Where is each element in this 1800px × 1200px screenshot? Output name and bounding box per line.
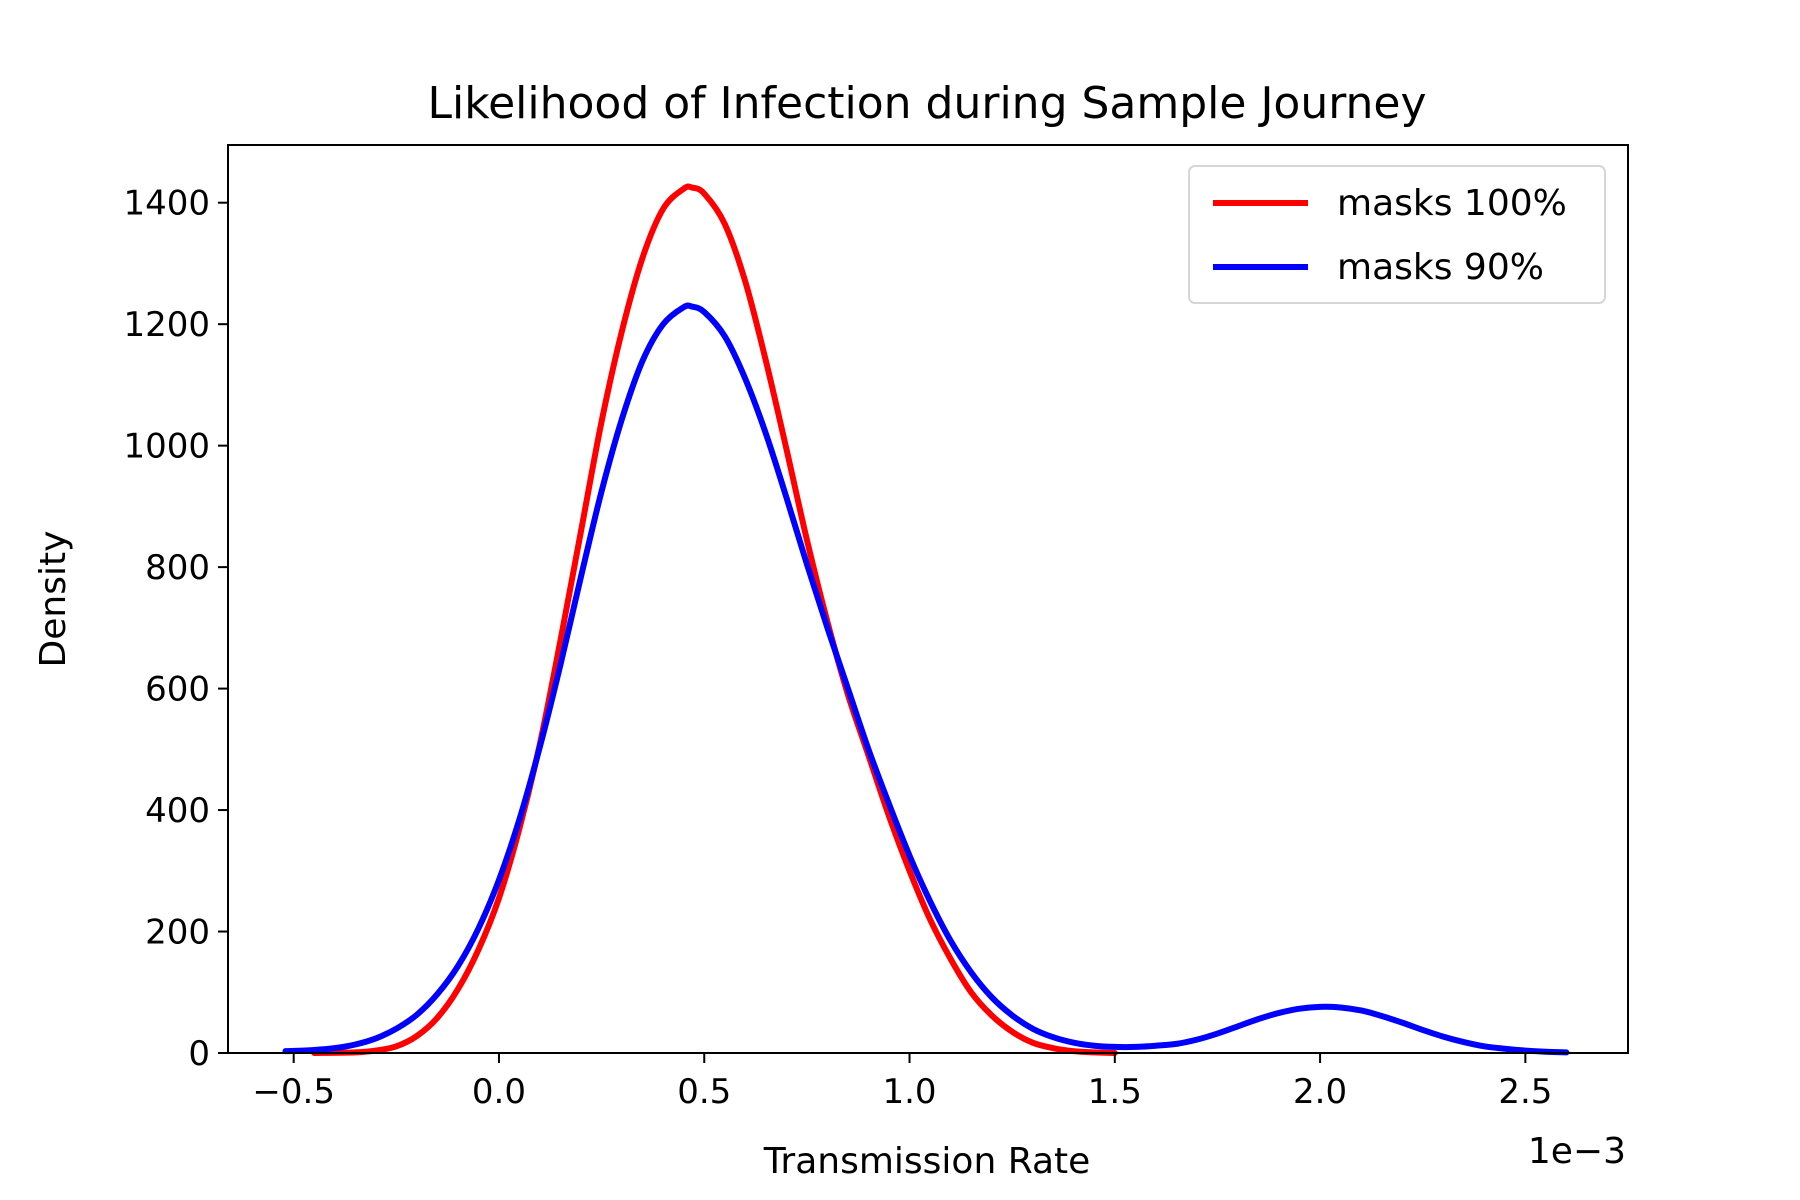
x-tick-label: 0.0: [472, 1072, 526, 1112]
legend: masks 100% masks 90%: [1188, 165, 1606, 304]
y-tick-label: 400: [145, 791, 210, 831]
y-tick-label: 1400: [123, 184, 210, 224]
x-axis-label: Transmission Rate: [763, 1141, 1091, 1182]
x-axis-offset-label: 1e−3: [1528, 1131, 1626, 1172]
legend-entries: masks 100% masks 90%: [1213, 183, 1567, 288]
x-tick-label: 2.0: [1293, 1072, 1347, 1112]
legend-label: masks 90%: [1337, 247, 1544, 288]
series-line-0: [311, 183, 1118, 1056]
y-axis-ticks: 0 200 400 600 800 1000 1200 1400: [123, 184, 228, 1074]
series-layer: [282, 183, 1570, 1056]
x-tick-label: 1.5: [1088, 1072, 1142, 1112]
y-tick-label: 600: [145, 670, 210, 710]
y-axis-label: Density: [33, 531, 74, 668]
y-tick-label: 1200: [123, 305, 210, 345]
series-line-1: [282, 302, 1570, 1056]
y-tick-label: 800: [145, 548, 210, 588]
chart-title: Likelihood of Infection during Sample Jo…: [427, 78, 1426, 129]
legend-label: masks 100%: [1337, 183, 1567, 224]
y-tick-label: 0: [188, 1034, 210, 1074]
y-tick-label: 1000: [123, 427, 210, 467]
y-tick-label: 200: [145, 913, 210, 953]
x-axis-ticks: −0.5 0.0 0.5 1.0 1.5 2.0 2.5: [252, 1053, 1552, 1112]
x-tick-label: 0.5: [677, 1072, 731, 1112]
x-tick-label: 2.5: [1498, 1072, 1552, 1112]
x-tick-label: −0.5: [252, 1072, 335, 1112]
x-tick-label: 1.0: [882, 1072, 936, 1112]
plot-frame: [227, 144, 1629, 1054]
